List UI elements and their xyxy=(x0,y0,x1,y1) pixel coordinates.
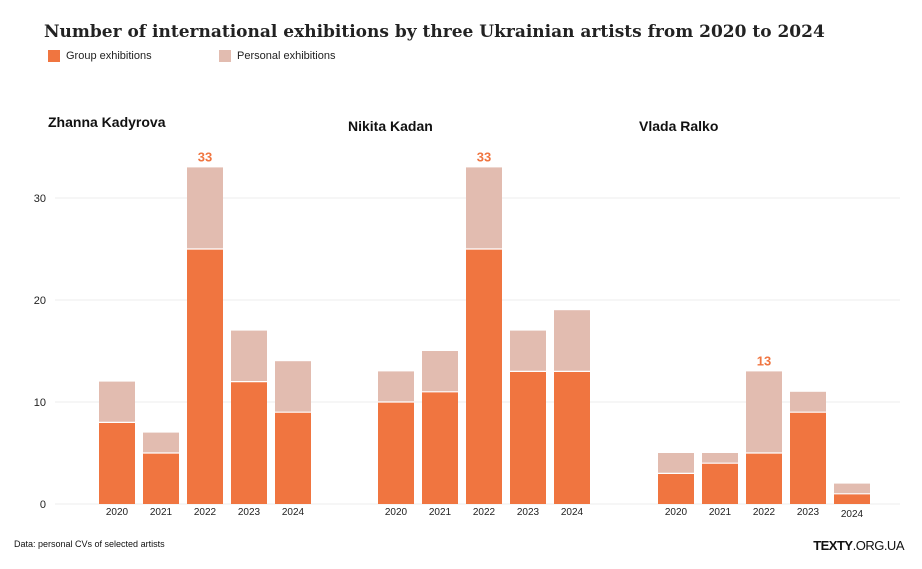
bar-group xyxy=(231,381,267,504)
x-tick-label: 2020 xyxy=(385,507,408,518)
bar-personal xyxy=(275,361,311,413)
bar-group xyxy=(378,402,414,504)
bar-personal xyxy=(422,351,458,392)
x-tick-label: 2022 xyxy=(194,507,217,518)
panel-title-ralko: Vlada Ralko xyxy=(639,118,719,134)
x-tick-label: 2020 xyxy=(106,507,129,518)
bar-group xyxy=(702,463,738,504)
bar-group xyxy=(834,493,870,504)
x-tick-label: 2023 xyxy=(797,507,820,518)
bar-personal xyxy=(143,432,179,453)
bar-personal xyxy=(231,330,267,382)
x-tick-label: 2021 xyxy=(150,507,173,518)
panel-title-kadan: Nikita Kadan xyxy=(348,118,433,134)
bar-group xyxy=(422,391,458,504)
data-label: 33 xyxy=(477,149,491,164)
data-label: 13 xyxy=(757,353,771,368)
bar-group xyxy=(554,371,590,504)
chart-title: Number of international exhibitions by t… xyxy=(44,22,825,42)
legend-label-personal: Personal exhibitions xyxy=(237,50,336,62)
legend-swatch-personal xyxy=(219,50,231,62)
bar-group xyxy=(746,453,782,504)
bar-personal xyxy=(99,381,135,423)
bar-group xyxy=(275,412,311,504)
bar-group xyxy=(99,422,135,504)
x-tick-label: 2022 xyxy=(753,507,776,518)
panel-title-kadyrova: Zhanna Kadyrova xyxy=(48,114,166,130)
bar-group xyxy=(466,249,502,504)
bar-personal xyxy=(554,310,590,372)
legend-swatch-group xyxy=(48,50,60,62)
x-tick-label: 2024 xyxy=(282,507,305,518)
data-label: 33 xyxy=(198,149,212,164)
legend-label-group: Group exhibitions xyxy=(66,50,152,62)
bar-personal xyxy=(702,453,738,464)
x-tick-label: 2023 xyxy=(517,507,540,518)
x-tick-label: 2020 xyxy=(665,507,688,518)
y-tick-label: 10 xyxy=(34,397,46,409)
y-tick-label: 30 xyxy=(34,193,46,205)
x-tick-label: 2023 xyxy=(238,507,261,518)
logo: TEXTY.ORG.UA xyxy=(813,538,904,553)
x-tick-label: 2021 xyxy=(709,507,732,518)
y-tick-label: 0 xyxy=(40,499,46,511)
bar-personal xyxy=(658,453,694,474)
bar-group xyxy=(790,412,826,504)
source-note: Data: personal CVs of selected artists xyxy=(14,539,165,549)
legend-item-group: Group exhibitions xyxy=(48,50,152,62)
bar-personal xyxy=(790,391,826,413)
bar-group xyxy=(143,453,179,504)
bar-group xyxy=(658,473,694,504)
y-tick-label: 20 xyxy=(34,295,46,307)
bar-personal xyxy=(510,330,546,372)
legend-item-personal: Personal exhibitions xyxy=(219,50,335,62)
x-tick-label: 2024 xyxy=(841,509,864,520)
bar-group xyxy=(510,371,546,504)
bar-personal xyxy=(378,371,414,402)
bar-personal xyxy=(834,483,870,494)
bar-personal xyxy=(746,371,782,453)
bar-personal xyxy=(466,167,502,249)
bar-personal xyxy=(187,167,223,249)
x-tick-label: 2024 xyxy=(561,507,584,518)
x-tick-label: 2022 xyxy=(473,507,496,518)
x-tick-label: 2021 xyxy=(429,507,452,518)
bar-group xyxy=(187,249,223,504)
